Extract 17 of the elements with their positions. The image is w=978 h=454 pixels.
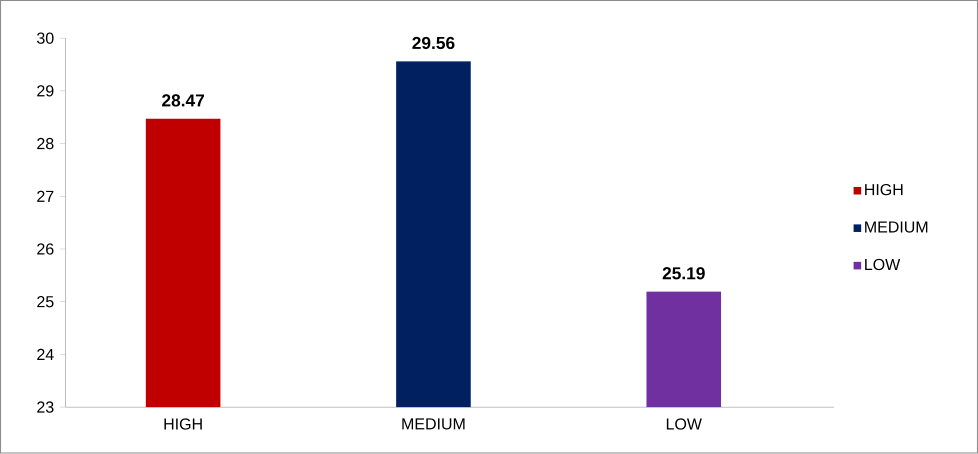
y-tick-label: 27	[37, 190, 54, 202]
x-tick-label: LOW	[666, 418, 702, 430]
legend-label: MEDIUM	[865, 222, 928, 233]
y-tick-label: 26	[37, 244, 54, 255]
y-tick-label: 28	[37, 138, 54, 150]
x-tick-label: HIGH	[164, 418, 202, 430]
legend-label: LOW	[865, 259, 900, 270]
data-label: 25.19	[662, 267, 705, 280]
y-tick-label: 25	[37, 296, 54, 308]
y-tick-label: 30	[37, 32, 54, 44]
x-tick-label: MEDIUM	[402, 418, 465, 430]
legend-label: HIGH	[865, 184, 902, 196]
y-tick-label: 29	[37, 85, 54, 97]
y-tick-label: 24	[37, 349, 54, 360]
data-label: 29.56	[412, 37, 454, 50]
data-label: 28.47	[162, 94, 204, 107]
y-tick-label: 23	[37, 402, 54, 413]
